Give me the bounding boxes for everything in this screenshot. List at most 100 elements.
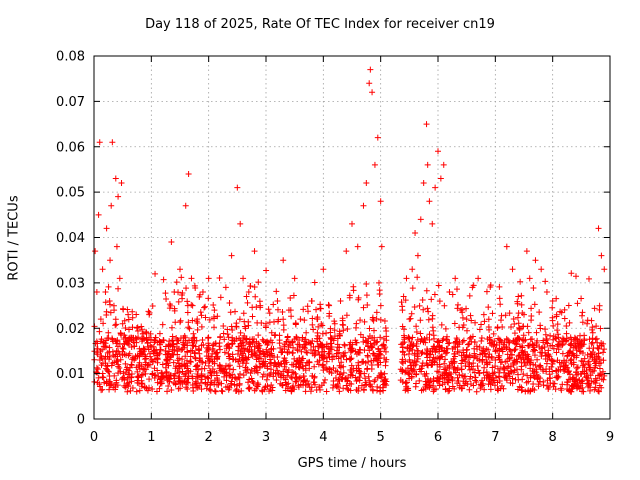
data-point	[436, 382, 443, 389]
data-point	[556, 359, 563, 366]
data-point	[190, 387, 197, 394]
data-point	[308, 384, 315, 391]
data-point	[219, 388, 226, 395]
data-point	[94, 369, 101, 376]
data-point	[570, 350, 577, 357]
data-point	[507, 367, 514, 374]
data-point	[591, 356, 598, 363]
data-point	[426, 198, 433, 205]
data-point	[104, 353, 111, 360]
data-point	[194, 326, 201, 333]
data-point	[288, 388, 295, 395]
data-point	[429, 315, 436, 322]
data-point	[97, 338, 104, 345]
data-point	[154, 351, 161, 358]
data-point	[487, 386, 494, 393]
data-point	[584, 380, 591, 387]
data-point	[349, 220, 355, 227]
data-point	[524, 351, 531, 358]
data-point	[264, 363, 271, 370]
data-points	[91, 66, 608, 395]
data-point	[549, 298, 556, 305]
data-point	[209, 366, 216, 373]
data-point	[309, 321, 316, 328]
data-point	[99, 386, 106, 393]
data-point	[233, 323, 240, 330]
data-point	[522, 336, 529, 343]
data-point	[508, 352, 515, 359]
data-point	[402, 387, 409, 394]
data-point	[189, 375, 196, 382]
data-point	[340, 322, 347, 329]
data-point	[534, 337, 541, 344]
data-point	[268, 350, 275, 357]
data-point	[302, 367, 309, 374]
data-point	[105, 368, 112, 375]
data-point	[289, 349, 296, 356]
x-tick-label: 6	[434, 430, 442, 445]
data-point	[270, 362, 277, 369]
data-point	[383, 382, 390, 389]
data-point	[485, 373, 492, 380]
data-point	[570, 338, 577, 345]
data-point	[163, 295, 170, 302]
data-point	[527, 374, 534, 381]
data-point	[540, 382, 547, 389]
x-tick-label: 4	[319, 430, 327, 445]
data-point	[229, 371, 236, 378]
data-point	[306, 365, 313, 372]
data-point	[216, 275, 223, 282]
data-point	[138, 326, 145, 333]
data-point	[364, 302, 371, 309]
data-point	[247, 370, 254, 377]
data-point	[243, 368, 250, 375]
data-point	[305, 359, 312, 366]
data-point	[251, 368, 258, 375]
data-point	[430, 375, 437, 382]
data-point	[337, 371, 344, 378]
data-point	[466, 366, 473, 373]
data-point	[302, 388, 309, 395]
data-point	[419, 362, 426, 369]
data-point	[423, 346, 430, 353]
data-point	[331, 333, 338, 340]
data-point	[377, 316, 384, 323]
data-point	[284, 372, 291, 379]
data-point	[465, 341, 472, 348]
data-point	[198, 386, 205, 393]
data-point	[377, 198, 384, 205]
data-point	[187, 368, 194, 375]
data-point	[303, 329, 310, 336]
data-point	[454, 343, 461, 350]
data-point	[147, 330, 154, 337]
data-point	[209, 358, 216, 365]
data-point	[158, 380, 165, 387]
data-point	[299, 355, 306, 362]
data-point	[95, 374, 102, 381]
data-point	[210, 341, 217, 348]
data-point	[125, 335, 132, 342]
data-point	[399, 356, 406, 363]
data-point	[553, 311, 560, 318]
x-tick-label: 8	[549, 430, 557, 445]
data-point	[208, 379, 215, 386]
data-point	[171, 347, 178, 354]
data-point	[168, 324, 175, 331]
data-point	[409, 359, 416, 366]
data-point	[99, 346, 106, 353]
data-point	[256, 351, 263, 358]
data-point	[247, 341, 254, 348]
data-point	[591, 305, 598, 312]
data-point	[441, 302, 448, 309]
data-point	[187, 358, 194, 365]
data-point	[531, 374, 538, 381]
data-point	[490, 330, 497, 337]
data-point	[223, 370, 230, 377]
data-point	[452, 275, 459, 282]
data-point	[320, 266, 327, 273]
data-point	[94, 345, 101, 352]
data-point	[323, 388, 330, 395]
data-point	[325, 350, 332, 357]
data-point	[133, 311, 140, 318]
data-point	[496, 356, 503, 363]
